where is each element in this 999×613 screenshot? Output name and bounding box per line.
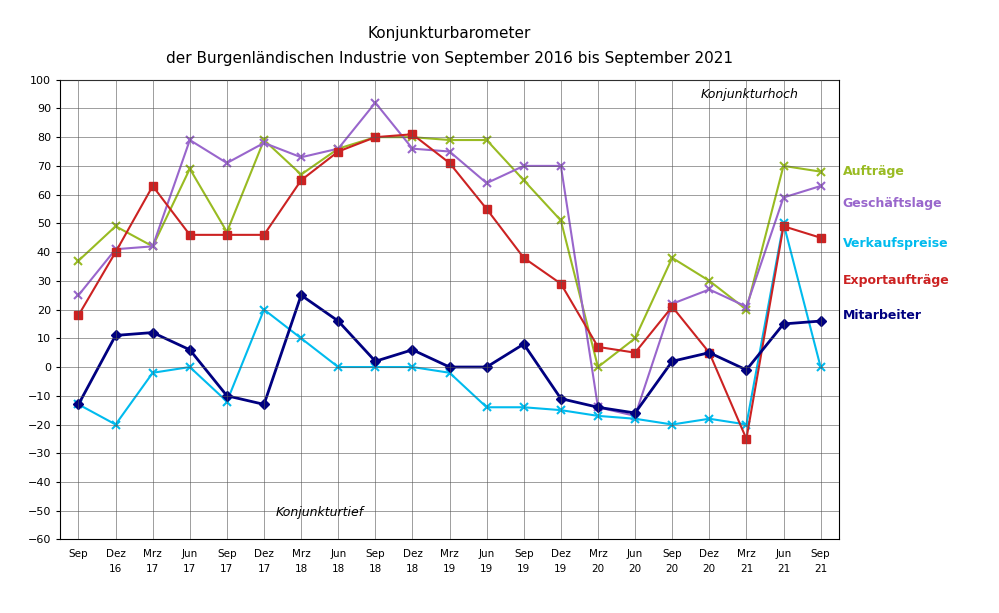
Text: Mrz: Mrz: [588, 549, 607, 560]
Text: 18: 18: [332, 564, 345, 574]
Text: Mrz: Mrz: [441, 549, 459, 560]
Text: Sep: Sep: [662, 549, 682, 560]
Text: 21: 21: [777, 564, 790, 574]
Text: Jun: Jun: [627, 549, 643, 560]
Text: Konjunkturtief: Konjunkturtief: [276, 506, 364, 519]
Text: Jun: Jun: [479, 549, 495, 560]
Text: Jun: Jun: [775, 549, 791, 560]
Text: Dez: Dez: [403, 549, 423, 560]
Text: 20: 20: [591, 564, 604, 574]
Text: Mrz: Mrz: [737, 549, 756, 560]
Text: 21: 21: [740, 564, 753, 574]
Text: Aufträge: Aufträge: [843, 165, 905, 178]
Text: Verkaufspreise: Verkaufspreise: [843, 237, 948, 250]
Text: 21: 21: [814, 564, 827, 574]
Text: 17: 17: [221, 564, 234, 574]
Text: Sep: Sep: [69, 549, 88, 560]
Text: Exportaufträge: Exportaufträge: [843, 275, 950, 287]
Text: 18: 18: [369, 564, 382, 574]
Text: 18: 18: [406, 564, 419, 574]
Text: Sep: Sep: [217, 549, 237, 560]
Text: 19: 19: [554, 564, 567, 574]
Text: 16: 16: [109, 564, 122, 574]
Text: 20: 20: [665, 564, 678, 574]
Text: Mitarbeiter: Mitarbeiter: [843, 309, 922, 322]
Title: Konjunkturbarometer
der Burgenländischen Industrie von September 2016 bis Septem: Konjunkturbarometer der Burgenländischen…: [166, 26, 733, 66]
Text: Dez: Dez: [254, 549, 274, 560]
Text: Sep: Sep: [366, 549, 386, 560]
Text: Sep: Sep: [811, 549, 830, 560]
Text: 20: 20: [702, 564, 716, 574]
Text: Jun: Jun: [182, 549, 198, 560]
Text: Jun: Jun: [330, 549, 347, 560]
Text: Dez: Dez: [106, 549, 126, 560]
Text: Mrz: Mrz: [143, 549, 162, 560]
Text: 20: 20: [628, 564, 641, 574]
Text: 17: 17: [183, 564, 197, 574]
Text: Mrz: Mrz: [292, 549, 311, 560]
Text: 18: 18: [295, 564, 308, 574]
Text: 19: 19: [481, 564, 494, 574]
Text: 19: 19: [443, 564, 457, 574]
Text: Konjunkturhoch: Konjunkturhoch: [700, 88, 798, 101]
Text: Geschäftslage: Geschäftslage: [843, 197, 942, 210]
Text: Dez: Dez: [550, 549, 570, 560]
Text: 17: 17: [146, 564, 159, 574]
Text: Sep: Sep: [513, 549, 533, 560]
Text: Dez: Dez: [699, 549, 719, 560]
Text: 19: 19: [517, 564, 530, 574]
Text: 17: 17: [258, 564, 271, 574]
